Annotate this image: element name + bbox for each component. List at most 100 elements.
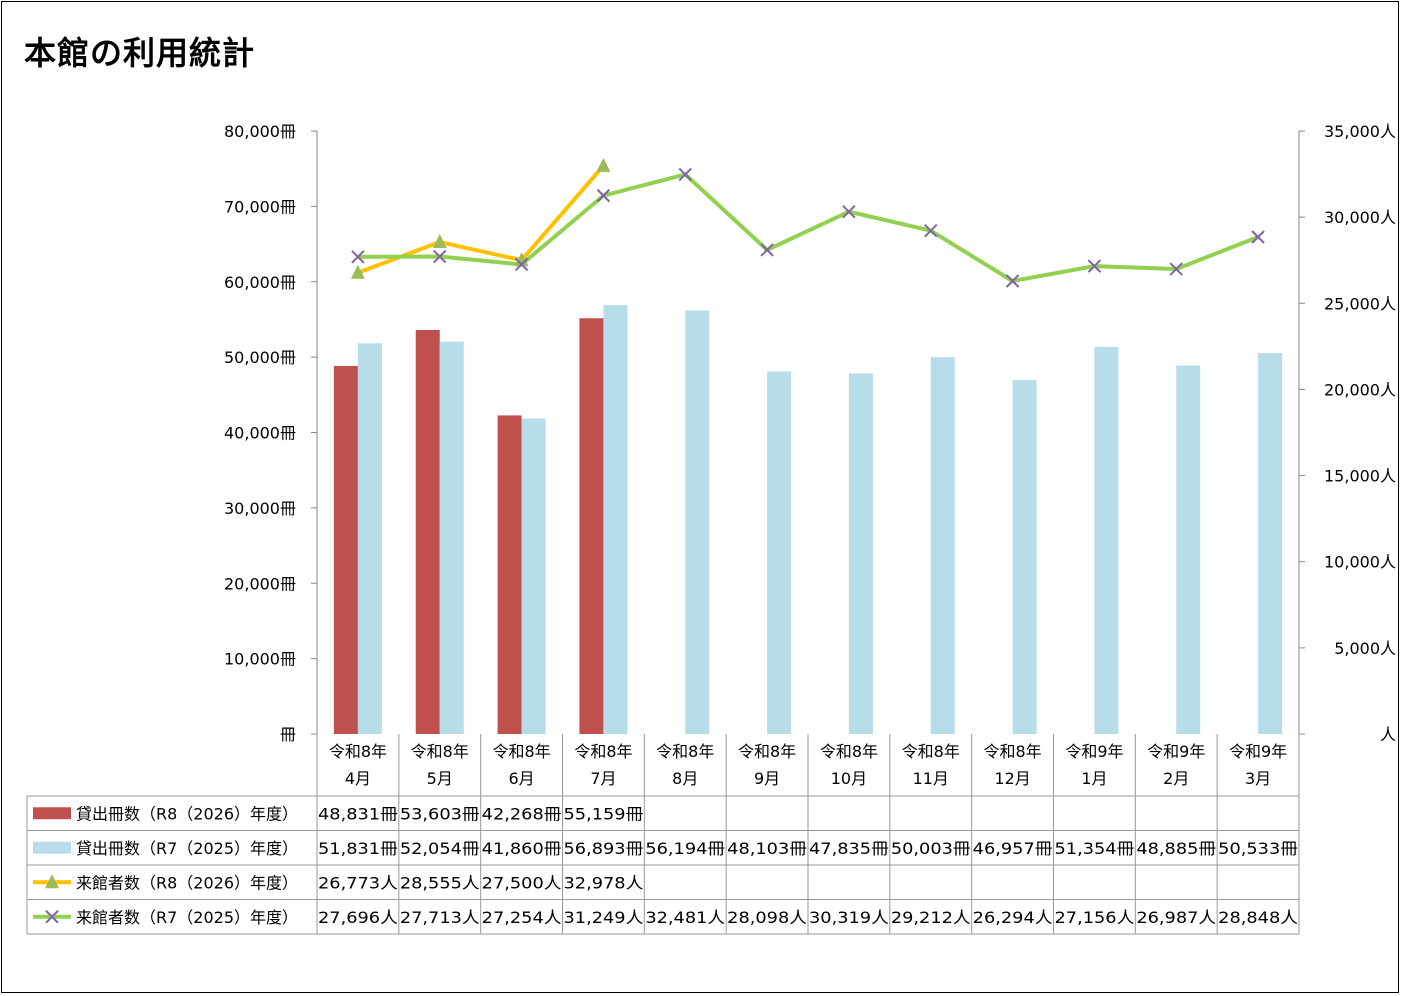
data-table-cell: 27,156人 bbox=[1055, 908, 1135, 927]
legend-label: 来館者数（R7（2025）年度） bbox=[76, 908, 298, 927]
legend-key-marker bbox=[45, 874, 59, 889]
marker-x bbox=[596, 188, 611, 203]
category-label-month: 7月 bbox=[590, 769, 616, 788]
marker-x bbox=[1087, 259, 1102, 273]
right-tick-label: 20,000人 bbox=[1324, 380, 1396, 399]
data-table-cell: 51,354冊 bbox=[1055, 839, 1135, 858]
category-label-month: 11月 bbox=[913, 769, 949, 788]
bar-r7 bbox=[930, 357, 955, 734]
bar-r8 bbox=[333, 365, 358, 734]
data-table-cell: 46,957冊 bbox=[973, 839, 1053, 858]
category-label-year: 令和8年 bbox=[411, 742, 469, 761]
data-table-cell: 27,696人 bbox=[318, 908, 398, 927]
marker-x bbox=[1169, 262, 1183, 276]
bar-r7 bbox=[521, 418, 546, 734]
right-tick-label: 人 bbox=[1380, 725, 1396, 744]
category-label-year: 令和9年 bbox=[1065, 742, 1123, 761]
marker-x bbox=[760, 243, 774, 257]
data-table-cell: 32,481人 bbox=[645, 908, 725, 927]
category-label-year: 令和8年 bbox=[329, 742, 387, 761]
left-tick-label: 60,000冊 bbox=[224, 273, 296, 292]
category-label-year: 令和8年 bbox=[492, 742, 550, 761]
category-label-month: 5月 bbox=[427, 769, 453, 788]
category-label-month: 2月 bbox=[1163, 769, 1189, 788]
category-label-month: 6月 bbox=[508, 769, 534, 788]
data-table-cell: 31,249人 bbox=[564, 908, 644, 927]
bar-r8 bbox=[579, 318, 604, 734]
marker-x bbox=[1005, 274, 1020, 288]
data-table-cell: 53,603冊 bbox=[400, 804, 480, 823]
bar-r7 bbox=[1258, 353, 1283, 734]
data-table-cell: 48,831冊 bbox=[318, 804, 398, 823]
right-tick-label: 15,000人 bbox=[1324, 467, 1396, 486]
data-table-cell: 41,860冊 bbox=[482, 839, 562, 858]
bar-r7 bbox=[1012, 380, 1037, 734]
category-label-year: 令和8年 bbox=[902, 742, 960, 761]
legend-key-bar bbox=[33, 841, 71, 854]
bar-r7 bbox=[357, 343, 382, 734]
data-table-cell: 28,555人 bbox=[400, 873, 480, 892]
category-label-year: 令和8年 bbox=[656, 742, 714, 761]
data-table-cell: 56,893冊 bbox=[564, 839, 644, 858]
right-tick-label: 35,000人 bbox=[1324, 122, 1396, 141]
line-r7 bbox=[357, 172, 1259, 283]
legend-key-marker bbox=[45, 910, 59, 924]
bar-r8 bbox=[497, 415, 522, 734]
right-tick-label: 5,000人 bbox=[1334, 639, 1396, 658]
data-table-cell: 50,533冊 bbox=[1218, 839, 1298, 858]
legend-label: 貸出冊数（R8（2026）年度） bbox=[76, 804, 298, 823]
right-tick-label: 30,000人 bbox=[1324, 208, 1396, 227]
legend-key-bar bbox=[33, 807, 71, 820]
data-table-cell: 52,054冊 bbox=[400, 839, 480, 858]
category-label-month: 1月 bbox=[1081, 769, 1107, 788]
left-tick-label: 30,000冊 bbox=[224, 499, 296, 518]
chart-title: 本館の利用統計 bbox=[24, 34, 256, 72]
category-label-month: 12月 bbox=[994, 769, 1030, 788]
bar-r7 bbox=[685, 310, 710, 734]
marker-triangle bbox=[596, 157, 611, 172]
data-table-cell: 27,713人 bbox=[400, 908, 480, 927]
data-table-cell: 42,268冊 bbox=[482, 804, 562, 823]
data-table-cell: 28,848人 bbox=[1218, 908, 1298, 927]
right-tick-label: 25,000人 bbox=[1324, 294, 1396, 313]
bar-r7 bbox=[1094, 346, 1119, 734]
bar-r7 bbox=[439, 341, 464, 734]
marker-x bbox=[678, 167, 692, 182]
data-table-cell: 48,103冊 bbox=[727, 839, 807, 858]
category-label-month: 3月 bbox=[1245, 769, 1271, 788]
category-label-year: 令和8年 bbox=[738, 742, 796, 761]
category-label-year: 令和8年 bbox=[574, 742, 632, 761]
marker-x bbox=[924, 224, 938, 238]
left-tick-label: 80,000冊 bbox=[224, 122, 296, 141]
category-label-year: 令和8年 bbox=[820, 742, 878, 761]
data-table-cell: 48,885冊 bbox=[1136, 839, 1216, 858]
right-tick-label: 10,000人 bbox=[1324, 553, 1396, 572]
legend-label: 貸出冊数（R7（2025）年度） bbox=[76, 839, 298, 858]
left-tick-label: 冊 bbox=[280, 725, 296, 744]
marker-x bbox=[351, 250, 365, 264]
data-table-cell: 55,159冊 bbox=[564, 804, 644, 823]
marker-triangle bbox=[514, 252, 529, 267]
data-table-cell: 50,003冊 bbox=[891, 839, 971, 858]
category-label-year: 令和9年 bbox=[1229, 742, 1287, 761]
marker-triangle bbox=[432, 234, 447, 249]
data-table-cell: 26,987人 bbox=[1136, 908, 1216, 927]
bar-r7 bbox=[767, 371, 792, 734]
category-label-month: 8月 bbox=[672, 769, 698, 788]
data-table-cell: 27,254人 bbox=[482, 908, 562, 927]
left-tick-label: 20,000冊 bbox=[224, 574, 296, 593]
category-label-month: 10月 bbox=[831, 769, 867, 788]
left-tick-label: 70,000冊 bbox=[224, 197, 296, 216]
legend-label: 来館者数（R8（2026）年度） bbox=[76, 873, 298, 892]
data-table-cell: 51,831冊 bbox=[318, 839, 398, 858]
marker-x bbox=[433, 249, 447, 264]
marker-x bbox=[842, 204, 856, 219]
category-label-year: 令和9年 bbox=[1147, 742, 1205, 761]
data-table-cell: 56,194冊 bbox=[645, 839, 725, 858]
left-tick-label: 10,000冊 bbox=[224, 650, 296, 669]
data-table-cell: 47,835冊 bbox=[809, 839, 889, 858]
category-label-month: 9月 bbox=[754, 769, 780, 788]
marker-x bbox=[514, 257, 529, 272]
category-label-month: 4月 bbox=[345, 769, 371, 788]
